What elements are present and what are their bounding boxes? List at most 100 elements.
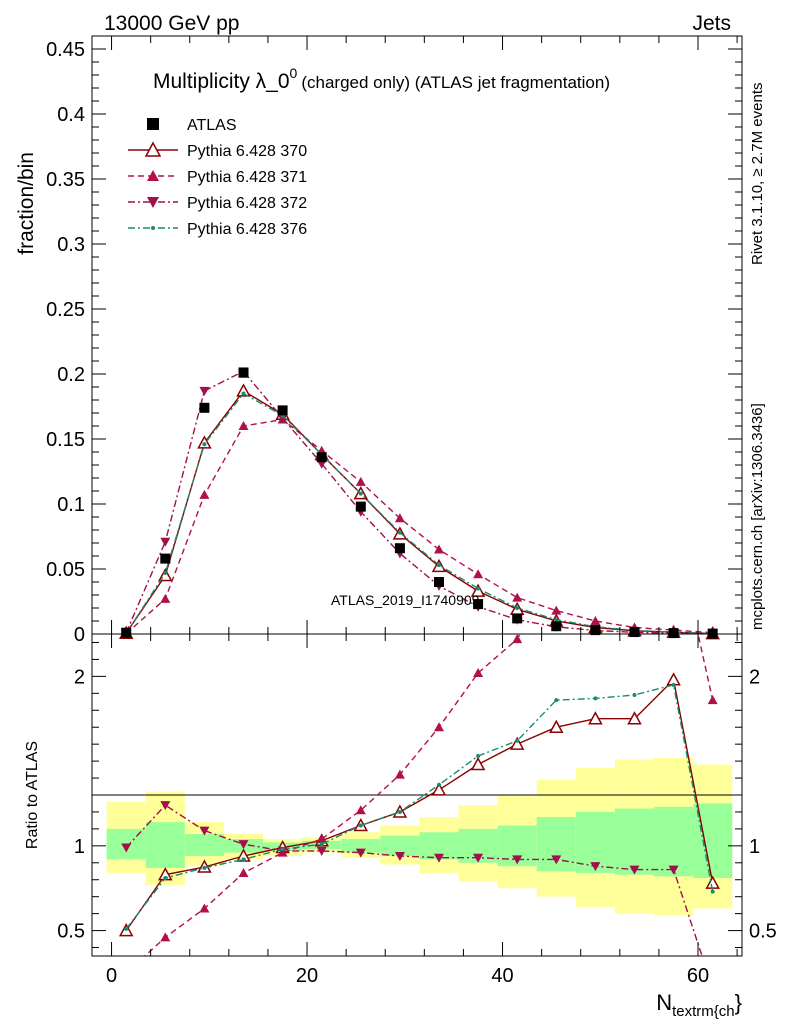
- main-ytick-label: 0.25: [46, 299, 85, 321]
- ratio-point-p376: [436, 782, 441, 787]
- ratio-point-p371: [355, 805, 366, 815]
- legend-label-p376: Pythia 6.428 376: [187, 221, 307, 238]
- main-ytick-label: 0: [74, 624, 85, 646]
- main-ytick-label: 0.3: [57, 234, 85, 256]
- main-point-p372: [199, 386, 210, 396]
- main-point-p371: [512, 592, 523, 602]
- ratio-point-p370: [509, 736, 525, 750]
- ratio-point-p376: [515, 738, 520, 743]
- main-point-p376: [202, 442, 207, 447]
- ratio-point-p372: [238, 840, 249, 850]
- legend-marker-p376: [151, 226, 155, 230]
- main-point-p376: [476, 586, 481, 591]
- x-axis-label-suffix: }: [735, 990, 742, 1015]
- main-point-data: [121, 627, 132, 638]
- ratio-point-p376: [124, 926, 129, 931]
- ratio-xtick-label: 20: [296, 965, 318, 987]
- header-left: 13000 GeV pp: [104, 12, 239, 35]
- legend-label-data: ATLAS: [187, 117, 237, 134]
- band-inner: [654, 806, 694, 877]
- ratio-point-p372: [355, 848, 366, 858]
- x-axis-label-sub: textrm{ch: [672, 1003, 735, 1020]
- main-ytick-label: 0.2: [57, 364, 85, 386]
- ratio-point-p372: [512, 855, 523, 865]
- main-ytick-label: 0.05: [46, 559, 85, 581]
- ratio-point-p376: [241, 857, 246, 862]
- main-point-data: [590, 625, 601, 636]
- main-point-p371: [551, 605, 562, 615]
- ratio-series-layer: [118, 634, 720, 956]
- main-point-data: [394, 543, 405, 554]
- ratio-point-p371: [160, 932, 171, 942]
- legend-marker-p370: [144, 141, 162, 157]
- ratio-point-p376: [671, 682, 676, 687]
- ratio-x-axis: 0 20 40 60: [106, 634, 738, 987]
- ratio-ytick-label: 0.5: [57, 921, 85, 943]
- main-point-data: [277, 405, 288, 416]
- rivet-label: Rivet 3.1.10, ≥ 2.7M events: [749, 83, 766, 266]
- main-line-p372: [125, 370, 713, 635]
- legend-marker-p371: [147, 170, 159, 181]
- ratio-point-p372: [629, 865, 640, 875]
- ratio-point-p370: [470, 756, 486, 771]
- main-point-p376: [436, 563, 441, 568]
- legend: ATLAS Pythia 6.428 370 Pythia 6.428 371 Pyt…: [128, 117, 307, 238]
- ratio-point-p372: [433, 853, 444, 863]
- ratio-ytick-label: 2: [74, 666, 85, 688]
- ratio-point-p372: [199, 826, 210, 836]
- ratio-point-p370: [431, 782, 447, 796]
- ratio-line-p376: [125, 683, 714, 930]
- main-panel: 0 0.05 0.1 0.15 0.2 0.25 0.3 0.35 0.4 0.45 fracti…: [15, 35, 743, 646]
- legend-marker-data: [147, 118, 159, 130]
- main-point-p376: [397, 530, 402, 535]
- main-point-p371: [160, 593, 171, 603]
- ratio-point-p376: [319, 842, 324, 847]
- ratio-panel: 0.5 0.5 1 1 2 2 0 20 40 60 Ratio to ATLAS Ntextr…: [24, 633, 777, 1020]
- ratio-point-p371: [512, 634, 523, 644]
- ratio-point-p376: [710, 889, 715, 894]
- main-point-data: [512, 613, 523, 624]
- ratio-point-p376: [397, 809, 402, 814]
- ratio-point-p370: [588, 711, 603, 725]
- ratio-ytick-label: 1: [74, 836, 85, 858]
- ratio-ytick-label-right: 1: [749, 836, 760, 858]
- ratio-point-p371: [238, 867, 249, 877]
- ratio-point-p371: [433, 722, 444, 732]
- x-axis-label: Ntextrm{ch}: [656, 990, 742, 1020]
- chart-title-main: Multiplicity λ_0: [153, 70, 290, 93]
- ratio-line-p372: [125, 804, 703, 956]
- ratio-point-p372: [316, 846, 327, 856]
- x-axis-label-main: N: [656, 990, 672, 1015]
- ratio-point-p372: [394, 852, 405, 862]
- ratio-point-p376: [632, 693, 637, 698]
- ratio-point-p371: [394, 769, 405, 779]
- ratio-line-p371: [143, 634, 714, 956]
- ratio-point-p370: [549, 719, 564, 733]
- main-point-p371: [433, 544, 444, 554]
- main-ylabel: fraction/bin: [15, 152, 38, 255]
- ratio-point-p371: [199, 903, 210, 913]
- main-point-data: [316, 452, 327, 463]
- chart-title-sup: 0: [290, 65, 298, 81]
- ratio-point-p372: [590, 862, 601, 872]
- ratio-xtick-label: 40: [491, 965, 513, 987]
- ratio-point-p370: [627, 711, 642, 725]
- ratio-y-axis: 0.5 0.5 1 1 2 2: [57, 641, 777, 949]
- ratio-point-p376: [163, 876, 168, 881]
- main-point-data: [629, 627, 640, 638]
- main-y-axis: 0 0.05 0.1 0.15 0.2 0.25 0.3 0.35 0.4 0.45: [46, 36, 742, 646]
- ratio-point-p372: [121, 843, 132, 853]
- main-ytick-label: 0.35: [46, 169, 85, 191]
- main-point-p376: [554, 617, 559, 622]
- main-point-data: [668, 628, 679, 639]
- main-point-data: [199, 402, 210, 413]
- watermark: ATLAS_2019_I1740909: [331, 592, 480, 608]
- main-ytick-label: 0.15: [46, 429, 85, 451]
- main-point-p376: [515, 606, 520, 610]
- ratio-point-p372: [160, 801, 171, 811]
- main-point-p372: [160, 537, 171, 547]
- main-point-data: [551, 621, 562, 632]
- main-point-p371: [199, 489, 210, 499]
- ratio-point-p376: [593, 696, 598, 701]
